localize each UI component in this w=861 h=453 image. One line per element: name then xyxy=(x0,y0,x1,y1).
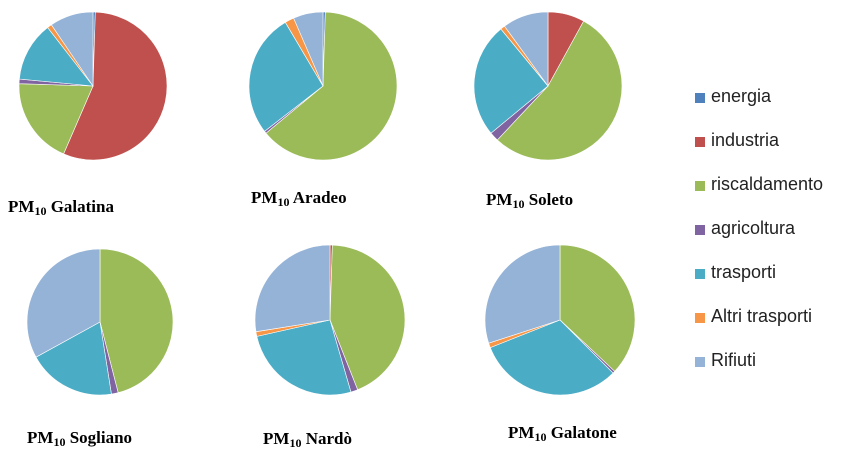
pie-slice-riscaldamento xyxy=(99,248,174,394)
legend: energia industria riscaldamento agricolt… xyxy=(695,83,855,391)
chart-title-sogliano: PM10 Sogliano xyxy=(27,428,133,449)
pie-slice-rifiuti xyxy=(504,11,549,87)
chart-title-nardo: PM10 Nardò xyxy=(263,429,352,450)
legend-item-energia: energia xyxy=(695,83,855,127)
pie-2 xyxy=(473,11,623,161)
pie-slice-riscaldamento xyxy=(559,244,636,372)
pie-4 xyxy=(254,244,406,396)
legend-item-rifiuti: Rifiuti xyxy=(695,347,855,391)
chart-title-galatina: PM10 Galatina xyxy=(8,197,114,218)
pie-slice-trasporti xyxy=(489,319,614,396)
legend-item-industria: industria xyxy=(695,127,855,171)
pie-slice-trasporti xyxy=(248,21,324,132)
legend-label: energia xyxy=(711,86,772,106)
pie-slice-rifiuti xyxy=(293,11,324,87)
pie-slice-trasporti xyxy=(19,27,94,87)
pie-slice-trasporti xyxy=(256,319,352,396)
legend-item-agricoltura: agricoltura xyxy=(695,215,855,259)
legend-swatch xyxy=(695,137,705,147)
pie-0 xyxy=(18,11,168,161)
pie-slice-riscaldamento xyxy=(18,83,94,155)
pie-1 xyxy=(248,11,398,161)
chart-title-soleto: PM10 Soleto xyxy=(486,190,574,211)
legend-label: agricoltura xyxy=(711,218,796,238)
legend-label: Rifiuti xyxy=(711,350,757,370)
pie-slice-rifiuti xyxy=(26,248,101,358)
legend-label: trasporti xyxy=(711,262,777,282)
pie-slice-trasporti xyxy=(35,321,112,396)
legend-label: industria xyxy=(711,130,780,150)
pie-slice-rifiuti xyxy=(50,11,94,87)
legend-swatch xyxy=(695,93,705,103)
pie-slice-trasporti xyxy=(473,28,549,134)
legend-swatch xyxy=(695,181,705,191)
legend-item-altri-trasporti: Altri trasporti xyxy=(695,303,855,347)
legend-swatch xyxy=(695,225,705,235)
legend-label: Altri trasporti xyxy=(711,306,813,326)
legend-swatch xyxy=(695,313,705,323)
legend-swatch xyxy=(695,269,705,279)
chart-title-galatone: PM10 Galatone xyxy=(508,423,617,444)
pie-slice-riscaldamento xyxy=(265,11,398,161)
pie-slice-riscaldamento xyxy=(496,20,623,161)
chart-title-aradeo: PM10 Aradeo xyxy=(251,188,347,209)
pie-slice-industria xyxy=(63,11,168,161)
pie-5 xyxy=(484,244,636,396)
pie-slice-rifiuti xyxy=(254,244,331,333)
legend-swatch xyxy=(695,357,705,367)
pie-slice-rifiuti xyxy=(484,244,561,344)
legend-item-riscaldamento: riscaldamento xyxy=(695,171,855,215)
legend-label: riscaldamento xyxy=(711,174,824,194)
legend-item-trasporti: trasporti xyxy=(695,259,855,303)
pie-slice-riscaldamento xyxy=(329,244,406,391)
pie-3 xyxy=(26,248,174,396)
